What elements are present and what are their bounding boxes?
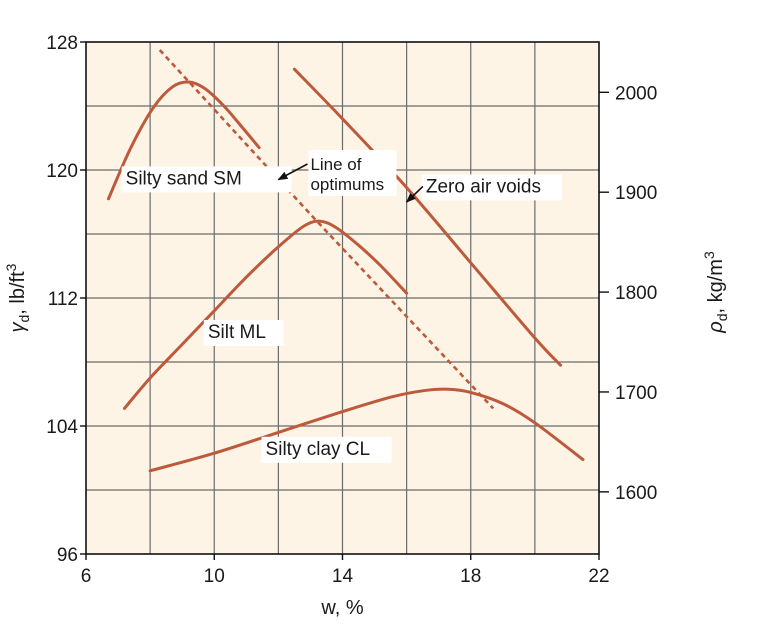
annotation-zero-air-voids: Zero air voids [426,176,541,197]
y-tick-label: 104 [46,417,78,438]
series-silty-clay-cl-line [148,387,585,473]
label-background [203,320,284,346]
series-silt-ml-line [122,219,409,410]
annotation-silty-sand: Silty sand SM [126,168,242,189]
x-tick-label: 10 [204,566,225,587]
axes: 6 10 14 18 22 96 104 112 120 128 1600 1700 1800 1900 2… [3,33,730,619]
annotation-zero-air-voids-arrow [405,185,424,203]
y2-tick-label: 1800 [615,283,657,304]
x-tick-label: 14 [332,566,354,587]
annotations: Silty sand SM Line of optimums Zero air voi… [121,150,562,463]
x-tick-label: 18 [460,566,481,587]
y-tick-label: 112 [48,289,78,310]
label-background [308,150,397,196]
y-tick-label: 120 [46,161,78,182]
y2-tick-label: 1700 [615,383,657,404]
series-silty-sand-sm-line [106,80,261,201]
y2-tick-label: 2000 [615,83,657,104]
x-tick-label: 6 [81,566,92,587]
annotation-line-of-optimums-arrow [277,163,308,181]
label-background [421,174,562,201]
y2-axis-title: ρd, kg/m3 [701,251,730,334]
annotation-line-of-optimums: Line of optimums [310,155,384,194]
x-axis-title: w, % [320,597,363,619]
annotation-silty-clay: Silty clay CL [266,439,371,460]
y2-tick-label: 1900 [615,183,657,204]
y2-tick-label: 1600 [615,483,657,504]
annotation-silt-ml: Silt ML [208,322,266,343]
label-background [121,166,292,193]
y-tick-label: 96 [57,545,78,566]
series-group [106,49,585,473]
label-background [261,436,392,463]
x-tick-label: 22 [588,566,609,587]
grid [86,42,599,554]
y-tick-label: 128 [46,33,78,54]
y-axis-title: γd, lb/ft3 [3,263,32,332]
series-zero-air-voids-line [292,67,563,367]
